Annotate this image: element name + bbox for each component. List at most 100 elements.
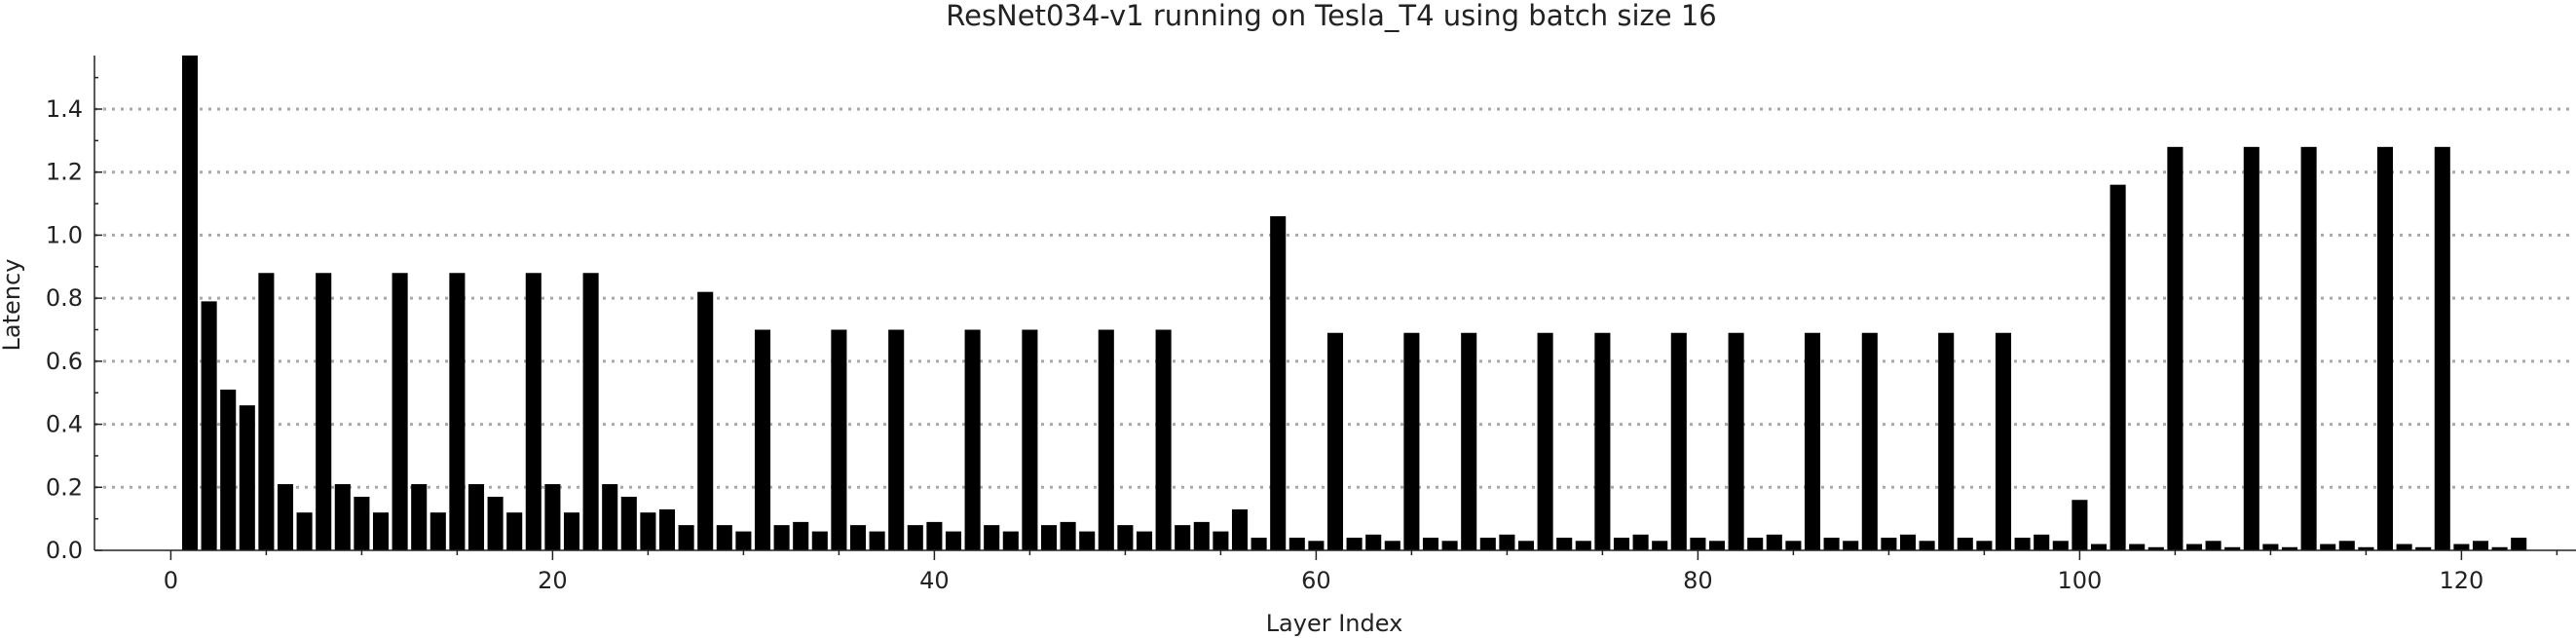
bar [372,512,390,550]
x-axis-label: Layer Index [1266,610,1403,637]
x-tick-label: 60 [1301,567,1331,594]
bar [1843,541,1859,550]
bar [1823,538,1840,550]
axes: 0.0 0.2 0.4 0.6 0.8 1.0 1.2 1.4 0 20 40 60 80 100 120 [46,56,2576,594]
bar [506,512,523,550]
bar [1365,534,1382,550]
bar [1766,534,1782,550]
bar [907,525,923,550]
x-tick-label: 40 [919,567,950,594]
bar [525,273,541,550]
bar [1517,541,1535,550]
bar [2281,546,2298,550]
bar [1537,332,1553,550]
bar [1957,538,1973,550]
bar [735,531,752,550]
bar [2052,541,2069,550]
grid-lines [94,107,2572,489]
bar [754,329,771,550]
bar [258,273,275,550]
bar [1288,538,1305,550]
bar [411,484,428,550]
y-tick-label: 0.8 [46,284,83,312]
bar [1002,531,1019,550]
bar [1060,521,1076,550]
bar [2224,546,2241,550]
bar [392,273,408,550]
bar [926,521,943,550]
bars [181,56,2527,550]
bar [1804,332,1821,550]
bar [1384,541,1400,550]
bar [334,484,351,550]
bar [1403,332,1420,550]
bar [2034,534,2050,550]
bar [220,389,237,550]
bar [602,484,618,550]
bar [1270,216,1287,550]
bar [1136,531,1153,550]
bar [1995,332,2012,550]
bar [1326,332,1344,550]
x-tick-label: 0 [164,567,178,594]
bar [1670,332,1687,550]
bar [1861,332,1878,550]
y-tick-label: 0.0 [46,537,83,564]
y-tick-label: 0.4 [46,411,83,438]
bar [1251,538,1267,550]
bar [1022,329,1038,550]
bar [2511,538,2527,550]
bar [1479,538,1496,550]
bar [2014,538,2031,550]
bar [1117,525,1134,550]
bar [1308,541,1325,550]
bar [467,484,485,550]
bar [1098,329,1114,550]
bar [2376,146,2394,550]
y-tick-label: 1.2 [46,159,83,186]
bar [678,525,694,550]
bar [1231,508,1249,550]
bar [2243,146,2259,550]
bar [1708,541,1726,550]
bar [2358,546,2374,550]
bar [1461,332,1477,550]
bar [2072,500,2088,550]
bar [1881,538,1897,550]
bar [1175,525,1191,550]
bar [793,521,809,550]
x-tick-label: 100 [2057,567,2102,594]
y-tick-label: 1.4 [46,95,83,123]
bar [2491,546,2508,550]
bar [1919,541,1935,550]
bar [296,512,313,550]
bar [201,301,217,550]
bar [1728,332,1744,550]
bar [849,525,867,550]
bar [2185,544,2203,550]
bar [1785,541,1802,550]
bar [1899,534,1917,550]
bar [888,329,905,550]
bar [2090,544,2108,550]
bar [1422,538,1439,550]
bar [716,525,732,550]
bar [1575,541,1591,550]
bar [429,512,446,550]
bar [2300,146,2317,550]
y-axis-label: Latency [0,259,25,352]
bar [1193,521,1210,550]
bar [1155,329,1172,550]
bar [354,496,370,550]
bar [945,531,962,550]
bar [620,496,637,550]
bar [2147,546,2164,550]
bar [1040,525,1058,550]
bar [984,525,1000,550]
bar [2205,541,2221,550]
bar [2434,146,2450,550]
bar [1499,534,1515,550]
bar [1976,541,1993,550]
bar [1213,531,1229,550]
bar [658,508,676,550]
